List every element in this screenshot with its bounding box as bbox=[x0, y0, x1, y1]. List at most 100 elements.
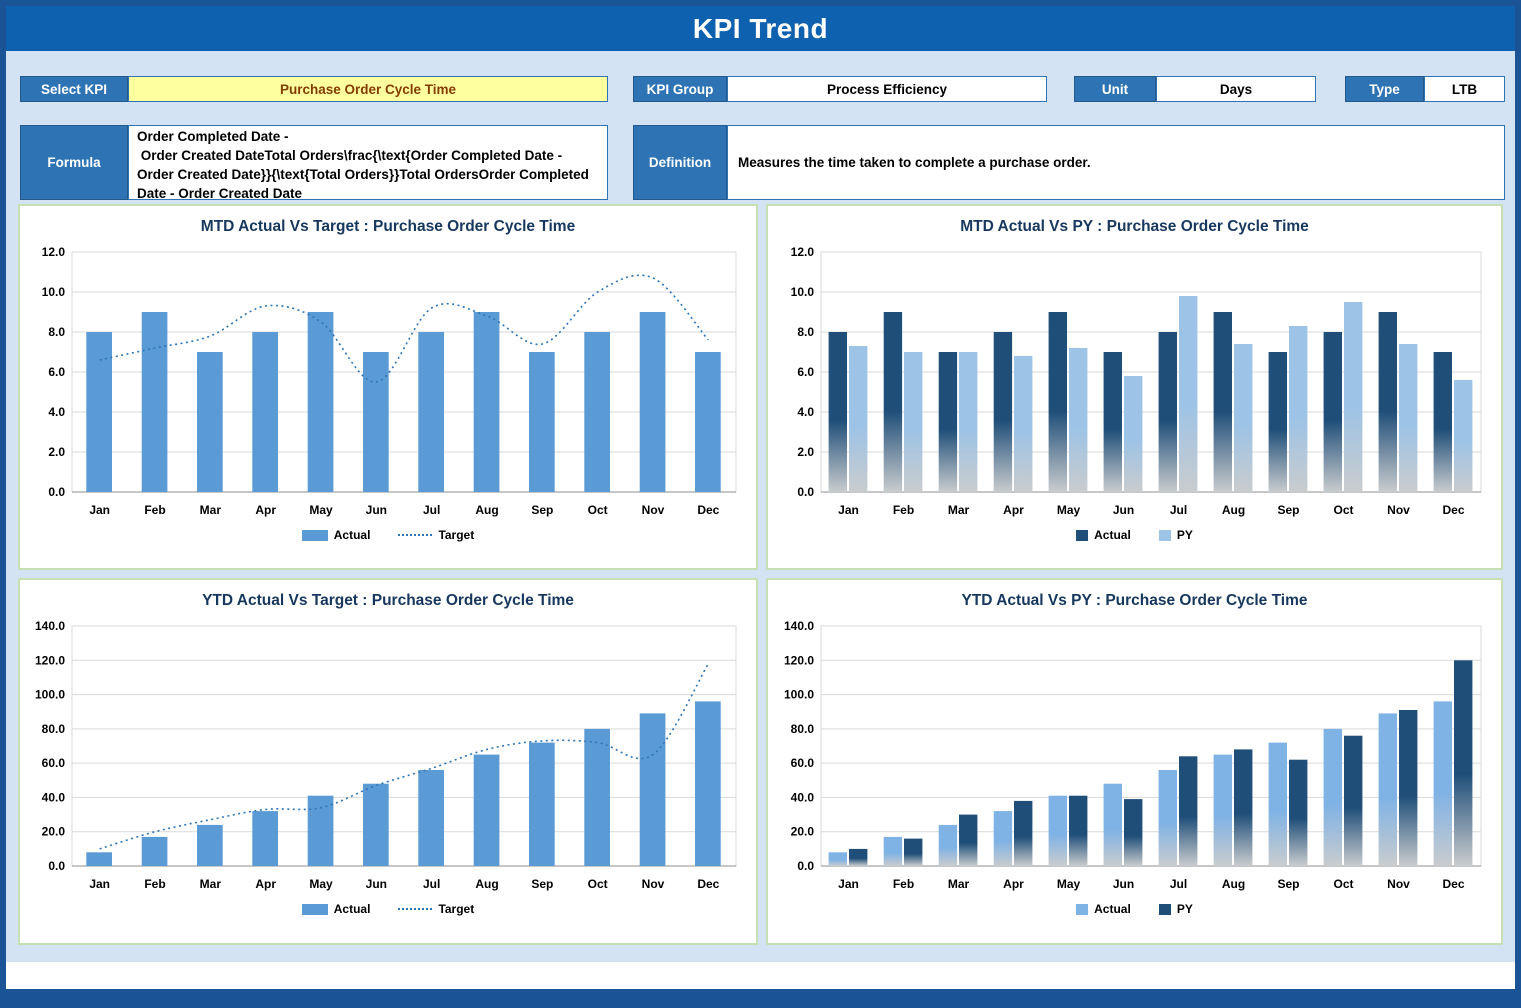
chart-canvas-ytd-py: 0.0 20.0 40.0 60.0 80.0 100.0 120.0 140.0 Jan Feb… bbox=[783, 619, 1481, 891]
svg-text:120.0: 120.0 bbox=[35, 653, 65, 667]
svg-text:10.0: 10.0 bbox=[790, 285, 814, 299]
svg-text:Mar: Mar bbox=[947, 877, 969, 891]
svg-text:Jun: Jun bbox=[366, 503, 387, 517]
svg-text:12.0: 12.0 bbox=[790, 245, 814, 259]
legend-bar-swatch bbox=[301, 529, 328, 541]
svg-text:Jun: Jun bbox=[1112, 877, 1133, 891]
type-value: LTB bbox=[1424, 76, 1505, 102]
chart-panel-ytd-py: YTD Actual Vs PY : Purchase Order Cycle … bbox=[766, 578, 1503, 945]
page-title: KPI Trend bbox=[692, 12, 829, 44]
svg-text:0.0: 0.0 bbox=[797, 485, 814, 499]
legend-label: PY bbox=[1176, 902, 1193, 916]
svg-text:Sep: Sep bbox=[531, 877, 553, 891]
svg-text:Dec: Dec bbox=[1442, 877, 1464, 891]
legend-item-target: Target bbox=[398, 902, 474, 916]
svg-text:Dec: Dec bbox=[697, 877, 719, 891]
svg-text:Apr: Apr bbox=[255, 877, 276, 891]
svg-text:Jan: Jan bbox=[89, 503, 110, 517]
svg-text:Jul: Jul bbox=[423, 503, 440, 517]
svg-text:Dec: Dec bbox=[1442, 503, 1464, 517]
svg-text:Jun: Jun bbox=[366, 877, 387, 891]
legend-item-actual: Actual bbox=[301, 902, 371, 916]
svg-text:Mar: Mar bbox=[200, 877, 222, 891]
kpi-group-label: KPI Group bbox=[633, 76, 727, 102]
svg-text:6.0: 6.0 bbox=[797, 365, 814, 379]
legend-line-swatch bbox=[398, 534, 433, 536]
svg-text:Feb: Feb bbox=[892, 503, 913, 517]
svg-text:100.0: 100.0 bbox=[35, 688, 65, 702]
svg-text:40.0: 40.0 bbox=[790, 790, 814, 804]
svg-text:6.0: 6.0 bbox=[48, 365, 65, 379]
legend-item-py: PY bbox=[1158, 902, 1193, 916]
definition-value: Measures the time taken to complete a pu… bbox=[727, 125, 1505, 200]
legend-label: Actual bbox=[333, 902, 371, 916]
svg-text:Oct: Oct bbox=[1333, 877, 1353, 891]
legend-item-actual: Actual bbox=[1076, 902, 1131, 916]
svg-text:8.0: 8.0 bbox=[797, 325, 814, 339]
svg-text:Sep: Sep bbox=[531, 503, 553, 517]
svg-text:Aug: Aug bbox=[475, 877, 498, 891]
svg-text:May: May bbox=[1056, 877, 1080, 891]
legend-label: Target bbox=[438, 528, 475, 542]
svg-text:20.0: 20.0 bbox=[790, 825, 814, 839]
svg-text:Nov: Nov bbox=[1387, 503, 1410, 517]
legend-bar-swatch bbox=[1076, 529, 1089, 541]
svg-text:May: May bbox=[1056, 503, 1080, 517]
svg-text:Sep: Sep bbox=[1277, 877, 1299, 891]
chart-legend-mtd-target: Actual Target bbox=[301, 528, 474, 542]
legend-bar-swatch bbox=[1158, 903, 1171, 915]
svg-text:140.0: 140.0 bbox=[783, 619, 813, 633]
chart-title-ytd-py: YTD Actual Vs PY : Purchase Order Cycle … bbox=[961, 592, 1308, 609]
bottom-white-strip bbox=[6, 962, 1515, 989]
legend-bar-swatch bbox=[301, 903, 328, 915]
select-kpi-dropdown[interactable]: Purchase Order Cycle Time bbox=[128, 76, 608, 102]
svg-text:80.0: 80.0 bbox=[790, 722, 814, 736]
chart-canvas-mtd-target: 0.0 2.0 4.0 6.0 8.0 10.0 12.0 Jan Feb Mar Apr May Ju… bbox=[42, 245, 737, 517]
svg-text:40.0: 40.0 bbox=[42, 790, 66, 804]
chart-canvas-ytd-target: 0.0 20.0 40.0 60.0 80.0 100.0 120.0 140.0 Jan Feb… bbox=[35, 619, 737, 891]
chart-legend-ytd-target: Actual Target bbox=[301, 902, 474, 916]
svg-text:Jun: Jun bbox=[1112, 503, 1133, 517]
svg-text:Mar: Mar bbox=[200, 503, 222, 517]
kpi-group-value: Process Efficiency bbox=[727, 76, 1047, 102]
svg-text:80.0: 80.0 bbox=[42, 722, 66, 736]
chart-panel-mtd-py: MTD Actual Vs PY : Purchase Order Cycle … bbox=[766, 204, 1503, 570]
svg-text:0.0: 0.0 bbox=[797, 859, 814, 873]
svg-text:Apr: Apr bbox=[1003, 877, 1024, 891]
chart-legend-ytd-py: Actual PY bbox=[1076, 902, 1193, 916]
legend-label: Actual bbox=[333, 528, 371, 542]
formula-label: Formula bbox=[20, 125, 128, 200]
type-label: Type bbox=[1345, 76, 1424, 102]
chart-title-ytd-target: YTD Actual Vs Target : Purchase Order Cy… bbox=[202, 592, 574, 609]
svg-text:2.0: 2.0 bbox=[48, 445, 65, 459]
svg-text:Sep: Sep bbox=[1277, 503, 1299, 517]
svg-text:Jul: Jul bbox=[1169, 503, 1186, 517]
svg-text:120.0: 120.0 bbox=[783, 653, 813, 667]
svg-text:4.0: 4.0 bbox=[48, 405, 65, 419]
svg-text:8.0: 8.0 bbox=[48, 325, 65, 339]
chart-title-mtd-target: MTD Actual Vs Target : Purchase Order Cy… bbox=[200, 218, 576, 235]
svg-text:Jan: Jan bbox=[838, 503, 859, 517]
svg-text:Dec: Dec bbox=[697, 503, 719, 517]
svg-text:Apr: Apr bbox=[1003, 503, 1024, 517]
svg-text:Nov: Nov bbox=[642, 503, 665, 517]
chart-panel-ytd-target: YTD Actual Vs Target : Purchase Order Cy… bbox=[18, 578, 758, 945]
formula-value: Order Completed Date - Order Created Dat… bbox=[128, 125, 608, 200]
svg-text:2.0: 2.0 bbox=[797, 445, 814, 459]
svg-text:Nov: Nov bbox=[1387, 877, 1410, 891]
svg-text:10.0: 10.0 bbox=[42, 285, 66, 299]
legend-item-target: Target bbox=[398, 528, 474, 542]
svg-text:Aug: Aug bbox=[475, 503, 498, 517]
legend-item-actual: Actual bbox=[1076, 528, 1131, 542]
svg-text:60.0: 60.0 bbox=[42, 756, 66, 770]
svg-text:May: May bbox=[309, 877, 333, 891]
svg-text:0.0: 0.0 bbox=[48, 485, 65, 499]
svg-text:Jul: Jul bbox=[423, 877, 440, 891]
legend-label: PY bbox=[1176, 528, 1193, 542]
chart-title-mtd-py: MTD Actual Vs PY : Purchase Order Cycle … bbox=[960, 218, 1309, 235]
svg-text:Oct: Oct bbox=[588, 877, 608, 891]
svg-text:Apr: Apr bbox=[255, 503, 276, 517]
select-kpi-label: Select KPI bbox=[20, 76, 128, 102]
unit-value: Days bbox=[1156, 76, 1316, 102]
